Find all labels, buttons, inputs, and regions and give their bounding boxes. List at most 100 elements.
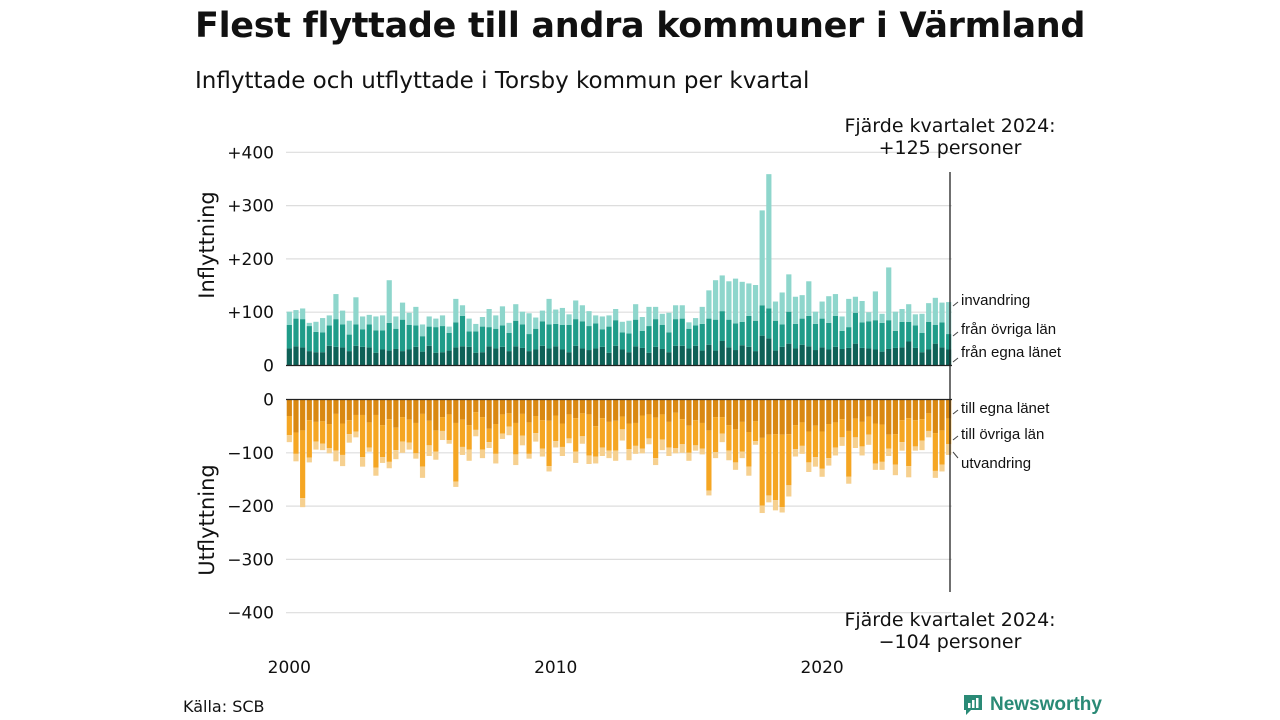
bar-out-1 (619, 416, 625, 430)
bar-in-2 (812, 311, 819, 324)
bar-in-1 (712, 319, 719, 351)
bar-in-1 (679, 318, 685, 346)
bar-out-1 (499, 414, 506, 434)
bar-in-1 (886, 320, 892, 349)
bar-out-1 (566, 414, 572, 439)
bar-in-2 (439, 315, 446, 327)
bar-out-0 (792, 399, 799, 426)
bar-out-0 (613, 399, 619, 421)
bar-out-1 (866, 416, 872, 435)
bar-out-2 (593, 456, 599, 464)
bar-out-0 (692, 399, 699, 421)
bar-in-0 (826, 349, 832, 366)
bar-in-1 (559, 324, 565, 350)
bar-in-2 (799, 295, 805, 319)
bar-in-0 (872, 349, 878, 366)
bar-out-0 (413, 399, 419, 423)
bar-out-2 (499, 433, 506, 439)
gridlines (286, 151, 952, 614)
bar-in-1 (539, 321, 545, 346)
bar-out-1 (359, 414, 366, 458)
bar-out-2 (519, 435, 526, 446)
bar-in-0 (426, 345, 432, 366)
bar-in-1 (340, 324, 346, 348)
chart-subtitle: Inflyttade och utflyttade i Torsby kommu… (195, 68, 810, 94)
bar-out-2 (486, 442, 492, 448)
bar-out-0 (353, 399, 359, 415)
bar-in-1 (626, 333, 632, 353)
bar-in-2 (366, 314, 372, 325)
brand-logo[interactable]: Newsworthy (962, 693, 1102, 717)
bar-in-1 (932, 324, 938, 344)
bar-in-0 (486, 346, 492, 366)
bar-out-1 (892, 434, 898, 465)
bar-out-1 (899, 420, 905, 443)
bar-in-2 (320, 318, 326, 333)
bar-out-1 (446, 414, 452, 440)
bar-in-1 (486, 327, 492, 347)
bar-in-1 (306, 326, 312, 352)
bar-in-2 (413, 306, 419, 326)
bar-in-2 (726, 281, 732, 320)
bar-in-1 (779, 324, 785, 347)
bar-in-0 (619, 349, 625, 366)
newsworthy-logo-icon (964, 695, 982, 715)
bar-in-1 (906, 321, 912, 342)
bar-in-0 (766, 338, 772, 366)
bar-out-0 (533, 399, 539, 417)
bar-in-0 (326, 345, 332, 366)
bar-in-1 (699, 323, 705, 351)
bar-out-1 (413, 422, 419, 454)
bar-in-0 (453, 347, 459, 366)
bar-in-0 (832, 346, 839, 366)
bar-in-1 (366, 324, 372, 348)
bar-in-2 (499, 306, 506, 326)
bar-out-1 (519, 413, 526, 436)
bar-out-1 (366, 422, 372, 448)
bar-in-0 (859, 347, 865, 366)
bar-in-2 (886, 267, 892, 321)
bar-out-1 (433, 430, 439, 452)
bar-in-2 (872, 291, 878, 321)
bar-out-1 (779, 434, 785, 508)
bar-in-2 (459, 305, 466, 316)
bar-out-2 (386, 461, 392, 469)
bar-in-0 (799, 344, 805, 366)
bar-out-2 (659, 439, 665, 451)
bar-in-0 (439, 352, 446, 366)
bar-out-1 (606, 421, 612, 451)
bar-in-0 (666, 352, 672, 366)
bar-out-2 (506, 426, 512, 436)
bar-in-2 (759, 210, 765, 306)
bar-in-0 (366, 347, 372, 366)
bar-out-1 (712, 417, 719, 453)
bar-in-2 (912, 314, 918, 326)
bar-in-2 (446, 326, 452, 333)
bar-out-1 (553, 415, 559, 442)
bar-in-1 (866, 321, 872, 349)
y-axis-title-bottom: Utflyttning (195, 464, 219, 576)
bar-in-2 (453, 298, 459, 323)
bar-out-0 (446, 399, 452, 415)
bar-out-0 (719, 399, 725, 418)
bar-out-1 (479, 417, 486, 450)
bar-in-1 (373, 330, 379, 353)
bar-in-0 (599, 346, 605, 366)
bar-in-1 (919, 332, 925, 353)
bar-out-2 (559, 446, 565, 456)
bar-out-0 (926, 399, 932, 414)
bar-in-1 (300, 319, 306, 348)
y-tick-label: +400 (227, 143, 274, 163)
bar-out-2 (406, 442, 412, 450)
bar-out-1 (559, 423, 565, 447)
bar-in-2 (333, 294, 339, 320)
bar-out-1 (759, 437, 765, 506)
bar-out-0 (453, 399, 459, 423)
bar-in-2 (326, 315, 332, 326)
bar-in-2 (766, 174, 772, 309)
bar-in-1 (799, 318, 805, 345)
bar-out-0 (699, 399, 705, 423)
bar-in-0 (886, 348, 892, 366)
bar-out-1 (786, 434, 792, 486)
bar-in-0 (479, 352, 486, 366)
